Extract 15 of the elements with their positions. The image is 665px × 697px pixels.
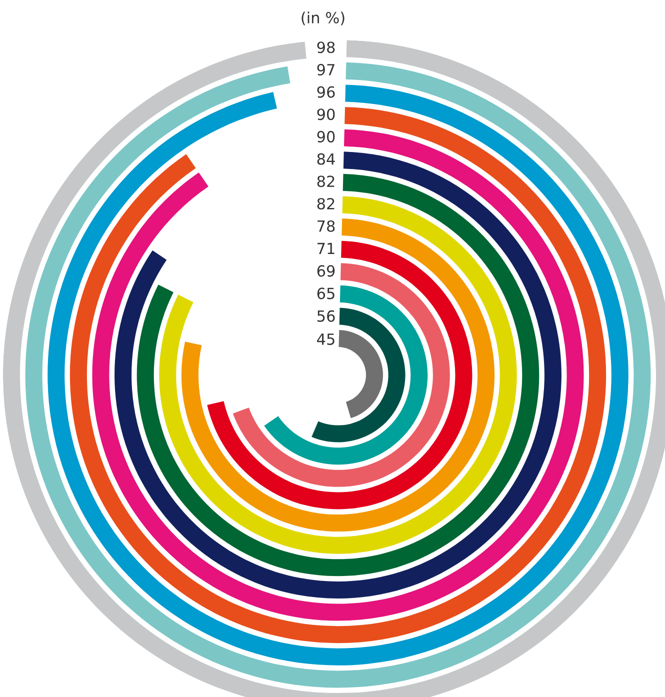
data-label: 90	[317, 130, 335, 142]
data-label: 96	[317, 86, 335, 98]
data-label: 65	[317, 288, 334, 300]
data-label: 90	[317, 108, 335, 120]
data-label: 69	[317, 265, 335, 277]
data-label: 82	[317, 176, 334, 188]
data-label: 97	[317, 64, 334, 76]
data-label: 71	[318, 242, 334, 254]
data-label: 45	[317, 334, 334, 345]
data-label: 82	[317, 198, 334, 210]
data-label: 56	[317, 310, 335, 322]
text: (in %)	[302, 12, 344, 26]
data-label: 98	[317, 42, 335, 54]
data-label: 78	[318, 220, 335, 232]
data-label: 84	[317, 153, 335, 165]
